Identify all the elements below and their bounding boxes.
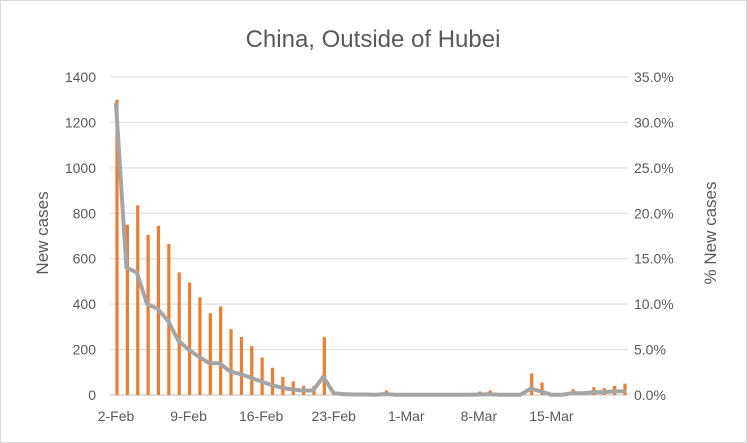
y2-tick-label: 35.0% (634, 69, 674, 85)
bar (270, 367, 275, 395)
bar (530, 373, 534, 395)
y2-tick-label: 25.0% (634, 160, 674, 176)
bar (229, 329, 233, 395)
line-series (114, 102, 626, 397)
bar (322, 337, 326, 395)
x-tick-label: 2-Feb (98, 408, 135, 424)
y-tick-label: 800 (73, 205, 97, 221)
bar (136, 205, 140, 395)
y-tick-label: 1000 (65, 160, 96, 176)
bar (208, 313, 212, 395)
x-tick-label: 23-Feb (312, 408, 357, 424)
y-tick-label: 400 (73, 296, 97, 312)
bar (219, 306, 223, 395)
bar (623, 383, 627, 395)
x-axis-ticks: 2-Feb 9-Feb 16-Feb 23-Feb 1-Mar 8-Mar 15-Mar (98, 408, 574, 424)
bar (250, 346, 254, 395)
x-tick-label: 16-Feb (239, 408, 284, 424)
chart-title: China, Outside of Hubei (246, 26, 501, 53)
x-tick-label: 9-Feb (170, 408, 207, 424)
y2-axis-title: % New cases (701, 182, 720, 285)
bar (125, 224, 129, 395)
x-tick-label: 1-Mar (388, 408, 425, 424)
y-tick-label: 1200 (65, 114, 96, 130)
y-tick-label: 0 (88, 387, 96, 403)
y2-tick-label: 10.0% (634, 296, 674, 312)
bar (187, 282, 192, 395)
y-axis-title: New cases (33, 191, 52, 274)
y2-tick-label: 30.0% (634, 114, 674, 130)
bar (146, 234, 150, 395)
y2-tick-label: 15.0% (634, 251, 674, 267)
x-tick-label: 8-Mar (461, 408, 498, 424)
y-tick-label: 1400 (65, 69, 96, 85)
percent-new-cases-line (114, 102, 626, 397)
right-axis-ticks: 0.0% 5.0% 10.0% 15.0% 20.0% 25.0% 30.0% 35.0% (634, 69, 674, 403)
bar (540, 382, 544, 395)
bar (260, 357, 264, 395)
bar (198, 297, 202, 395)
y2-tick-label: 5.0% (634, 342, 666, 358)
left-axis-ticks: 0 200 400 600 800 1000 1200 1400 (65, 69, 96, 403)
x-tick-label: 15-Mar (529, 408, 574, 424)
y-tick-label: 200 (73, 342, 97, 358)
bar (115, 99, 119, 395)
y-tick-label: 600 (73, 251, 97, 267)
y2-tick-label: 20.0% (634, 205, 674, 221)
bar (239, 337, 244, 395)
bar (177, 272, 181, 395)
y2-tick-label: 0.0% (634, 387, 666, 403)
